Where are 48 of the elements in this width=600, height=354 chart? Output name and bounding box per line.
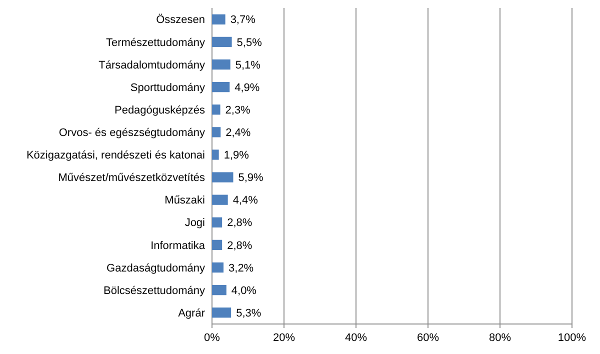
x-tick-label: 80%: [488, 332, 512, 344]
bar: [212, 36, 232, 48]
y-tick-label: Orvos- és egészségtudomány: [58, 127, 206, 140]
y-tick-label: Gazdaságtudomány: [106, 262, 206, 274]
x-tick-label: 0%: [204, 332, 220, 344]
data-label: 5,1%: [235, 59, 261, 72]
data-label: 4,0%: [231, 284, 257, 297]
y-tick-label: Agrár: [178, 307, 206, 320]
y-tick-label: Műszaki: [164, 194, 205, 207]
x-tick-label: 20%: [272, 332, 296, 344]
x-tick-label: 60%: [416, 332, 440, 344]
data-label: 5,9%: [238, 172, 264, 184]
data-label: 4,4%: [232, 194, 258, 207]
data-label: 3,7%: [230, 14, 256, 26]
bar: [212, 14, 226, 24]
data-label: 2,4%: [226, 127, 251, 140]
data-label: 2,8%: [227, 240, 252, 252]
bar: [212, 308, 232, 318]
y-tick-label: Természettudomány: [106, 36, 206, 49]
y-tick-label: Bölcsészettudomány: [104, 284, 206, 297]
bar: [212, 240, 222, 250]
bar: [212, 284, 226, 296]
y-tick-label: Összesen: [156, 13, 205, 26]
x-tick-label: 40%: [344, 332, 368, 344]
bar: [212, 262, 224, 273]
bar: [212, 172, 234, 182]
bar: [212, 150, 219, 160]
data-label: 3,2%: [228, 262, 254, 274]
data-label: 2,3%: [225, 104, 251, 116]
bar: [212, 217, 222, 228]
y-tick-label: Pedagógusképzés: [114, 104, 206, 116]
data-label: 5,3%: [236, 307, 262, 320]
y-tick-label: Jogi: [184, 217, 205, 230]
y-tick-label: Művészet/művészetközvetítés: [58, 172, 206, 184]
y-tick-label: Társadalomtudomány: [98, 59, 206, 72]
bar: [212, 194, 228, 205]
bar: [212, 59, 230, 70]
y-tick-label: Sporttudomány: [130, 82, 206, 94]
data-label: 1,9%: [224, 150, 250, 162]
x-tick-label: 100%: [558, 332, 586, 344]
y-tick-label: Informatika: [150, 240, 206, 252]
data-label: 4,9%: [234, 82, 260, 94]
bar: [212, 82, 230, 92]
bar: [212, 104, 220, 115]
data-label: 2,8%: [227, 217, 252, 230]
y-tick-label: Közigazgatási, rendészeti és katonai: [26, 150, 205, 162]
bar: [212, 127, 221, 138]
data-label: 5,5%: [236, 36, 262, 49]
